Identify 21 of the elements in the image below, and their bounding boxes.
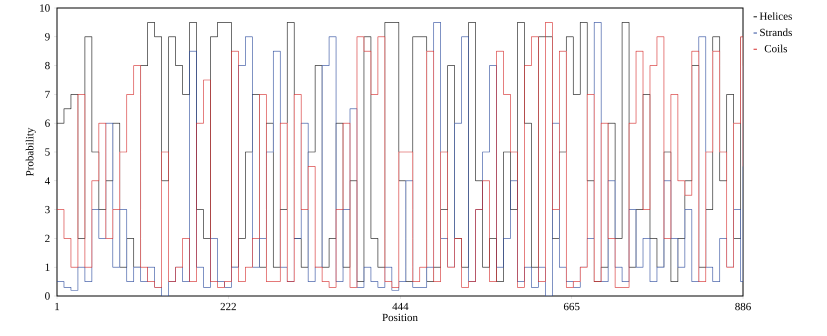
y-tick-label: 6 <box>45 120 50 127</box>
legend-label: Helices <box>760 12 792 20</box>
y-tick-label: 7 <box>45 90 50 98</box>
y-tick-label: 8 <box>45 62 50 70</box>
y-tick-label: 0 <box>45 292 50 300</box>
legend-label: Strands <box>760 28 792 36</box>
x-tick-label: 665 <box>564 302 580 310</box>
y-tick-label: 9 <box>45 33 50 40</box>
y-tick-label: 2 <box>45 234 50 242</box>
x-axis-title: Position <box>382 314 418 322</box>
y-tick-label: 4 <box>44 177 50 184</box>
x-tick-label: 444 <box>392 302 408 310</box>
y-tick-label: 5 <box>45 148 50 156</box>
x-tick-label: 1 <box>55 302 60 310</box>
x-tick-label: 222 <box>220 302 236 310</box>
y-tick-label: 1 <box>46 264 50 271</box>
x-tick-label: 886 <box>735 302 751 310</box>
y-axis-title: Probability <box>26 128 36 176</box>
legend-label: Coils <box>764 44 788 52</box>
y-tick-label: 10 <box>40 4 50 12</box>
y-tick-label: 3 <box>45 206 50 214</box>
